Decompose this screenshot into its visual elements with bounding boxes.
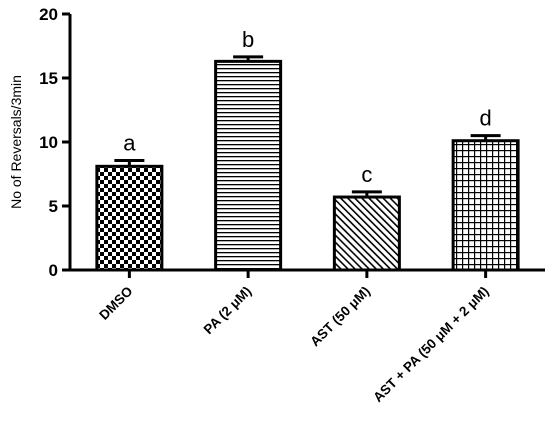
y-axis-label: No of Reversals/3min [8, 75, 24, 209]
x-axis: DMSO PA (2 μM) AST (50 μM)AST + PA (50 μM … [70, 268, 545, 405]
bars: a b c d [95, 27, 520, 272]
y-axis: 0 5 10 15 20 [39, 5, 72, 280]
significance-label: d [480, 106, 492, 131]
y-tick-label: 0 [49, 261, 58, 280]
significance-label: b [242, 27, 254, 52]
y-tick-label: 15 [39, 69, 58, 88]
x-tick-label: DMSO [96, 284, 135, 323]
significance-label: a [123, 131, 136, 156]
bar [451, 139, 520, 272]
x-tick-label: AST (50 μM) [307, 284, 373, 350]
x-tick-label: PA (2 μM) [201, 284, 255, 338]
x-tick-label: AST + PA (50 μM + 2 μM) [370, 284, 491, 405]
bar [214, 59, 283, 272]
significance-label: c [361, 162, 372, 187]
y-tick-label: 10 [39, 133, 58, 152]
y-tick-label: 20 [39, 5, 58, 24]
bar [95, 164, 164, 272]
bar [332, 195, 401, 272]
y-tick-label: 5 [49, 197, 58, 216]
